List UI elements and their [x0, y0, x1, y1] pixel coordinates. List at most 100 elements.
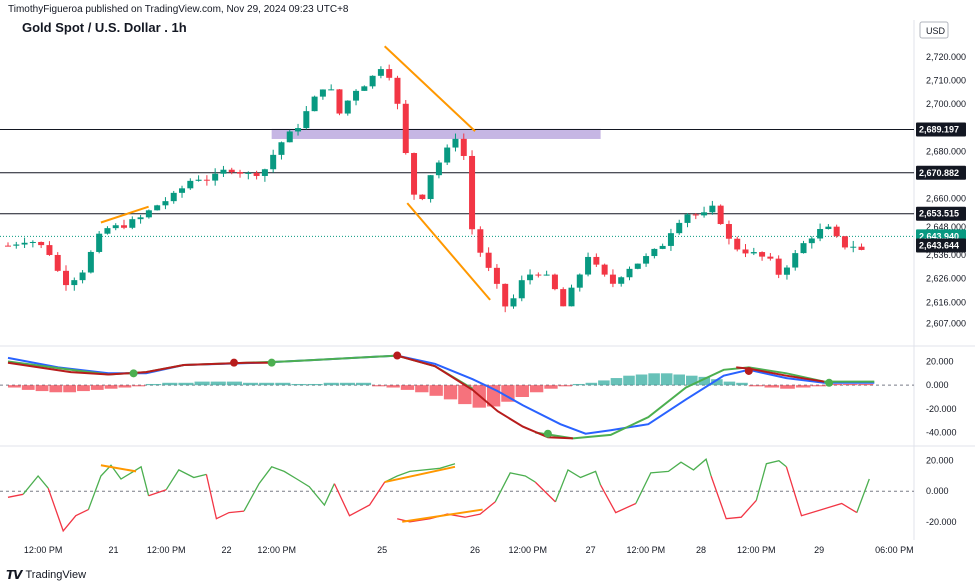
macd-histogram-bar — [226, 381, 242, 386]
oscillator-trendline — [100, 464, 137, 473]
candle — [203, 179, 210, 181]
candle — [800, 243, 807, 254]
macd-histogram-bar — [610, 378, 623, 386]
time-axis-label: 12:00 PM — [257, 545, 296, 555]
time-axis-label: 12:00 PM — [737, 545, 776, 555]
candle — [759, 252, 766, 257]
candle — [187, 180, 194, 189]
candle — [469, 155, 476, 230]
macd-histogram-bar — [386, 385, 400, 388]
macd-histogram-bar — [842, 383, 858, 386]
candle — [54, 254, 61, 271]
oscillator-line — [243, 466, 335, 512]
time-axis-label: 12:00 PM — [147, 545, 186, 555]
candle — [485, 252, 492, 268]
level-price-tag-bg — [916, 122, 966, 137]
candle — [560, 289, 567, 307]
candle — [228, 169, 235, 173]
time-axis-label: 27 — [586, 545, 596, 555]
oscillator-line — [534, 481, 556, 503]
candle — [850, 246, 857, 248]
candle — [734, 238, 741, 250]
candle — [783, 267, 790, 275]
macd-histogram-bar — [711, 379, 723, 386]
oscillator-tick-label: 0.000 — [926, 486, 949, 496]
macd-line — [7, 361, 272, 376]
candle — [145, 210, 152, 218]
candle — [659, 245, 666, 249]
macd-line — [535, 366, 875, 440]
macd-histogram-bar — [118, 385, 132, 388]
candle — [833, 226, 840, 237]
oscillator-line — [554, 468, 602, 503]
oscillator-line — [710, 475, 757, 520]
candle — [502, 283, 509, 307]
level-price-tag: 2,643.940 — [919, 231, 959, 241]
oscillator-line — [205, 474, 245, 520]
price-tick-label: 2,616.000 — [926, 297, 966, 307]
oscillator-line — [785, 466, 858, 517]
candle — [808, 238, 815, 244]
candle — [551, 274, 558, 290]
candle — [634, 263, 641, 269]
macd-histogram-bar — [339, 382, 355, 386]
candle — [154, 205, 161, 211]
candle — [701, 212, 708, 216]
candle — [651, 248, 658, 257]
candle — [858, 246, 865, 250]
macd-histogram-bar — [515, 385, 529, 397]
candle — [452, 138, 459, 148]
macd-line — [736, 366, 825, 383]
macd-histogram-bar — [660, 373, 673, 386]
current-price-tag-bg — [916, 238, 966, 253]
time-axis-label: 28 — [696, 545, 706, 555]
footer-brand[interactable]: 𝙏𝙑 TradingView — [6, 568, 86, 582]
candle — [601, 264, 608, 275]
current-price-tag: 2,643.644 — [919, 241, 959, 251]
candle — [618, 277, 625, 284]
macd-tick-label: 20.000 — [926, 356, 954, 366]
candle — [444, 147, 451, 163]
macd-histogram-bar — [291, 383, 307, 386]
candle — [626, 268, 633, 278]
price-trendline — [406, 202, 491, 301]
macd-histogram-bar — [827, 383, 842, 386]
candle — [286, 131, 293, 143]
oscillator-line — [47, 487, 89, 533]
published-by-line: TimothyFigueroa published on TradingView… — [8, 4, 349, 15]
time-axis-label: 12:00 PM — [509, 545, 548, 555]
candle — [493, 267, 500, 284]
candle — [692, 214, 699, 216]
candle — [825, 226, 832, 230]
macd-histogram-bar — [811, 385, 827, 387]
candle — [129, 219, 136, 228]
candle — [568, 287, 575, 307]
macd-histogram-bar — [90, 385, 104, 390]
macd-histogram-bar — [736, 382, 748, 386]
candle — [328, 89, 335, 91]
time-axis-label: 06:00 PM — [875, 545, 914, 555]
macd-cross-marker — [393, 351, 402, 360]
candle — [543, 274, 550, 276]
time-axis-label: 12:00 PM — [24, 545, 63, 555]
macd-histogram-bar — [372, 385, 386, 387]
candle — [319, 89, 326, 97]
candle — [419, 194, 426, 200]
price-tick-label: 2,636.000 — [926, 250, 966, 260]
candle — [676, 222, 683, 234]
level-price-tag-bg — [916, 165, 966, 180]
candle — [71, 280, 78, 286]
time-axis-label: 12:00 PM — [627, 545, 666, 555]
macd-histogram-bar — [259, 382, 275, 386]
candle — [303, 111, 310, 129]
oscillator-trendline — [402, 508, 483, 523]
macd-histogram-bar — [275, 382, 291, 386]
level-price-tag-bg — [916, 206, 966, 221]
candle — [179, 188, 186, 193]
macd-histogram-bar — [35, 385, 49, 392]
price-tick-label: 2,680.000 — [926, 146, 966, 156]
price-tick-label: 2,720.000 — [926, 52, 966, 62]
candle — [643, 256, 650, 264]
candle — [477, 229, 484, 253]
